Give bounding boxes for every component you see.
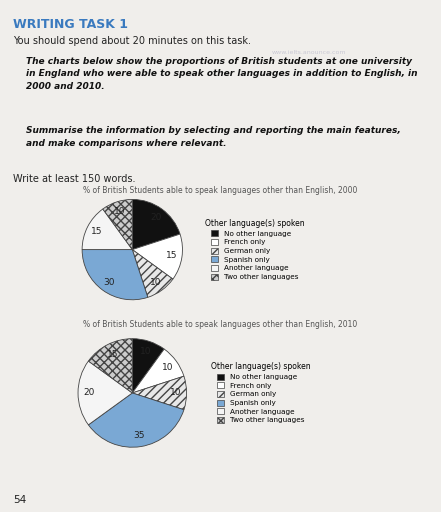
- Text: 15: 15: [91, 227, 102, 236]
- Text: 35: 35: [133, 431, 145, 440]
- Text: You should spend about 20 minutes on this task.: You should spend about 20 minutes on thi…: [13, 36, 251, 46]
- Wedge shape: [78, 361, 132, 425]
- Legend: No other language, French only, German only, Spanish only, Another language, Two: No other language, French only, German o…: [210, 362, 310, 423]
- Wedge shape: [88, 339, 132, 393]
- Text: Write at least 150 words.: Write at least 150 words.: [13, 174, 136, 184]
- Wedge shape: [82, 249, 148, 300]
- Text: 20: 20: [150, 212, 161, 222]
- Wedge shape: [132, 250, 173, 297]
- Wedge shape: [82, 209, 132, 250]
- Wedge shape: [132, 339, 164, 393]
- Text: 30: 30: [103, 278, 115, 287]
- Text: 10: 10: [170, 389, 181, 397]
- Text: 15: 15: [107, 350, 118, 359]
- Text: WRITING TASK 1: WRITING TASK 1: [13, 18, 128, 31]
- Wedge shape: [132, 376, 187, 410]
- Text: 10: 10: [162, 363, 173, 372]
- Text: 20: 20: [83, 389, 94, 397]
- Wedge shape: [103, 200, 132, 250]
- Text: 10: 10: [150, 278, 162, 287]
- Wedge shape: [132, 234, 183, 279]
- Text: 10: 10: [114, 207, 126, 216]
- Text: www.ielts.anounce.com: www.ielts.anounce.com: [272, 50, 346, 55]
- Wedge shape: [132, 349, 184, 393]
- Wedge shape: [132, 200, 180, 250]
- Text: % of British Students able to speak languages other than English, 2010: % of British Students able to speak lang…: [83, 320, 358, 329]
- Text: 15: 15: [166, 251, 178, 261]
- Text: The charts below show the proportions of British students at one university
in E: The charts below show the proportions of…: [26, 57, 417, 91]
- Text: Summarise the information by selecting and reporting the main features,
and make: Summarise the information by selecting a…: [26, 126, 400, 147]
- Text: 10: 10: [140, 347, 151, 356]
- Text: 54: 54: [13, 495, 26, 505]
- Wedge shape: [88, 393, 184, 447]
- Legend: No other language, French only, German only, Spanish only, Another language, Two: No other language, French only, German o…: [205, 219, 305, 280]
- Text: % of British Students able to speak languages other than English, 2000: % of British Students able to speak lang…: [83, 186, 358, 195]
